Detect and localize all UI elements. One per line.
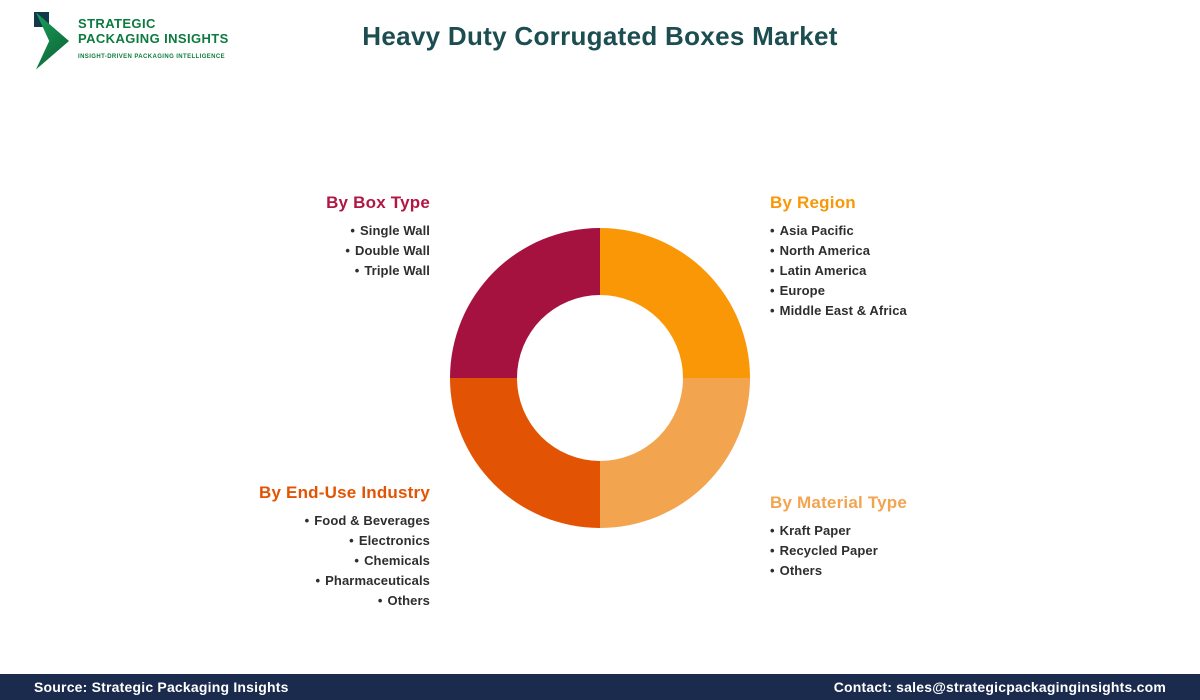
list-item: Electronics bbox=[150, 531, 430, 551]
donut-hole bbox=[517, 295, 683, 461]
list-item: Others bbox=[770, 561, 1030, 581]
list-item: Single Wall bbox=[170, 221, 430, 241]
donut-chart bbox=[450, 228, 750, 528]
segment-material-type: By Material Type Kraft Paper Recycled Pa… bbox=[770, 493, 1030, 581]
list-item: North America bbox=[770, 241, 1030, 261]
segment-end-use-heading: By End-Use Industry bbox=[259, 483, 430, 502]
list-item: Kraft Paper bbox=[770, 521, 1030, 541]
logo: STRATEGIC PACKAGING INSIGHTS INSIGHT-DRI… bbox=[34, 10, 229, 72]
list-item: Double Wall bbox=[170, 241, 430, 261]
logo-chevron-icon bbox=[34, 10, 70, 72]
segment-material-heading: By Material Type bbox=[770, 493, 908, 512]
logo-title-line2: PACKAGING INSIGHTS bbox=[78, 31, 229, 46]
logo-text: STRATEGIC PACKAGING INSIGHTS INSIGHT-DRI… bbox=[78, 10, 229, 60]
list-item: Triple Wall bbox=[170, 261, 430, 281]
list-item: Chemicals bbox=[150, 551, 430, 571]
segment-material-list: Kraft Paper Recycled Paper Others bbox=[770, 521, 1030, 581]
list-item: Middle East & Africa bbox=[770, 301, 1030, 321]
logo-title-line1: STRATEGIC bbox=[78, 16, 156, 31]
segment-box-type-heading: By Box Type bbox=[326, 193, 430, 212]
segment-box-type: By Box Type Single Wall Double Wall Trip… bbox=[170, 193, 430, 281]
list-item: Others bbox=[150, 591, 430, 611]
list-item: Latin America bbox=[770, 261, 1030, 281]
footer-bar: Source: Strategic Packaging Insights Con… bbox=[0, 674, 1200, 700]
page-title: Heavy Duty Corrugated Boxes Market bbox=[362, 21, 838, 51]
segment-end-use-industry: By End-Use Industry Food & Beverages Ele… bbox=[150, 483, 430, 611]
logo-tagline: INSIGHT-DRIVEN PACKAGING INTELLIGENCE bbox=[78, 54, 226, 60]
segment-box-type-list: Single Wall Double Wall Triple Wall bbox=[170, 221, 430, 281]
footer-source: Source: Strategic Packaging Insights bbox=[34, 679, 289, 695]
segment-end-use-list: Food & Beverages Electronics Chemicals P… bbox=[150, 511, 430, 611]
segment-region-list: Asia Pacific North America Latin America… bbox=[770, 221, 1030, 321]
list-item: Asia Pacific bbox=[770, 221, 1030, 241]
list-item: Food & Beverages bbox=[150, 511, 430, 531]
footer-contact: Contact: sales@strategicpackaginginsight… bbox=[833, 679, 1166, 695]
segment-region-heading: By Region bbox=[770, 193, 856, 212]
list-item: Europe bbox=[770, 281, 1030, 301]
list-item: Pharmaceuticals bbox=[150, 571, 430, 591]
segment-region: By Region Asia Pacific North America Lat… bbox=[770, 193, 1030, 321]
list-item: Recycled Paper bbox=[770, 541, 1030, 561]
